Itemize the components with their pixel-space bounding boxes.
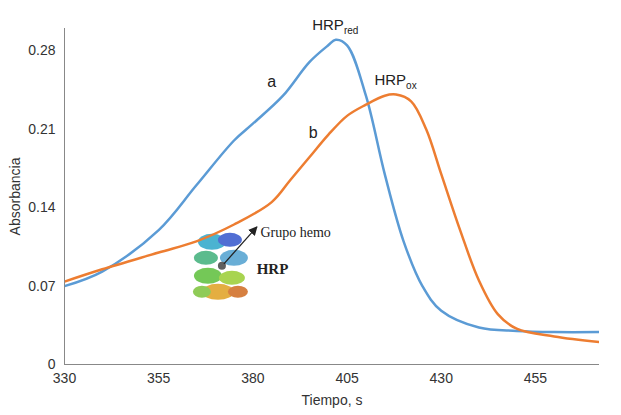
svg-text:355: 355	[147, 370, 171, 386]
svg-text:405: 405	[335, 370, 359, 386]
svg-text:430: 430	[430, 370, 454, 386]
svg-text:0.14: 0.14	[28, 199, 55, 215]
svg-text:HRP: HRP	[257, 261, 289, 277]
svg-text:0.07: 0.07	[28, 278, 55, 294]
svg-text:380: 380	[241, 370, 265, 386]
svg-text:0: 0	[47, 356, 56, 372]
svg-text:330: 330	[53, 370, 77, 386]
svg-text:Grupo hemo: Grupo hemo	[260, 225, 330, 240]
svg-text:455: 455	[524, 370, 548, 386]
svg-text:Tiempo, s: Tiempo, s	[302, 392, 363, 408]
svg-text:Absorbancia: Absorbancia	[7, 157, 23, 235]
svg-text:a: a	[267, 73, 276, 90]
svg-text:0.28: 0.28	[28, 42, 55, 58]
svg-text:HRPox: HRPox	[374, 71, 416, 91]
svg-text:HRPred: HRPred	[312, 16, 358, 36]
svg-text:0.21: 0.21	[28, 121, 55, 137]
svg-text:b: b	[309, 124, 318, 141]
